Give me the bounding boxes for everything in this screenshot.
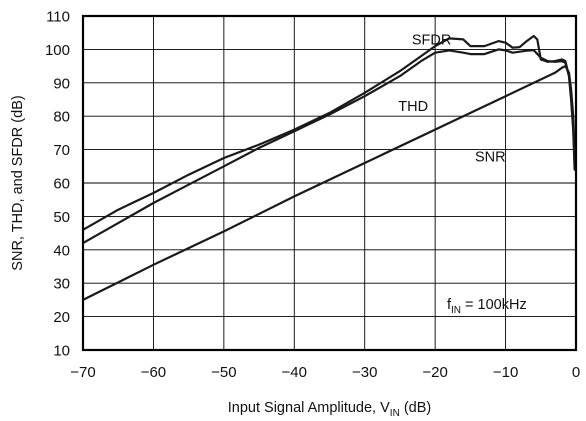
x-tick-label: −50	[211, 364, 236, 381]
x-tick-label: 0	[572, 364, 580, 381]
series-line-thd	[81, 48, 576, 245]
x-tick-label: −10	[493, 364, 518, 381]
grid-lines	[83, 16, 576, 350]
x-tick-label: −70	[70, 364, 95, 381]
y-tick-label: 90	[53, 75, 70, 92]
y-tick-label: 30	[53, 276, 70, 293]
x-axis-title-sub: IN	[390, 408, 400, 419]
y-tick-label: 20	[53, 309, 70, 326]
x-axis-title-main: Input Signal Amplitude, V	[228, 400, 390, 416]
x-tick-label: −30	[352, 364, 377, 381]
series-line-sfdr	[81, 34, 576, 231]
y-tick-label: 100	[45, 42, 70, 59]
series-line-snr	[81, 64, 576, 301]
y-tick-label: 80	[53, 109, 70, 126]
series-labels: SFDR THD SNR	[398, 32, 505, 165]
tick-labels: −70 −60 −50 −40 −30 −20 −10 0 10 20 30 40 50 60 70 80 90…	[45, 9, 580, 382]
series-label-sfdr: SFDR	[412, 32, 451, 48]
y-tick-label: 40	[53, 242, 70, 259]
annotation-prefix: f	[447, 297, 452, 313]
y-tick-label: 110	[46, 9, 70, 26]
plot-frame	[81, 14, 578, 352]
x-tick-label: −60	[141, 364, 166, 381]
annotation-suffix: = 100kHz	[461, 297, 527, 313]
frequency-annotation: fIN = 100kHz	[447, 297, 527, 316]
x-axis-title: Input Signal Amplitude, VIN (dB)	[228, 400, 431, 419]
series-label-thd: THD	[398, 99, 428, 115]
x-tick-label: −20	[422, 364, 447, 381]
y-axis-title: SNR, THD, and SFDR (dB)	[10, 95, 26, 270]
annotation-sub: IN	[451, 305, 461, 316]
y-tick-label: 60	[53, 176, 70, 193]
y-tick-label: 50	[53, 209, 70, 226]
y-tick-label: 10	[53, 343, 70, 360]
series-lines	[81, 34, 576, 301]
x-tick-label: −40	[282, 364, 307, 381]
y-tick-label: 70	[53, 142, 70, 159]
series-label-snr: SNR	[475, 149, 506, 165]
x-axis-title-unit: (dB)	[400, 400, 431, 416]
